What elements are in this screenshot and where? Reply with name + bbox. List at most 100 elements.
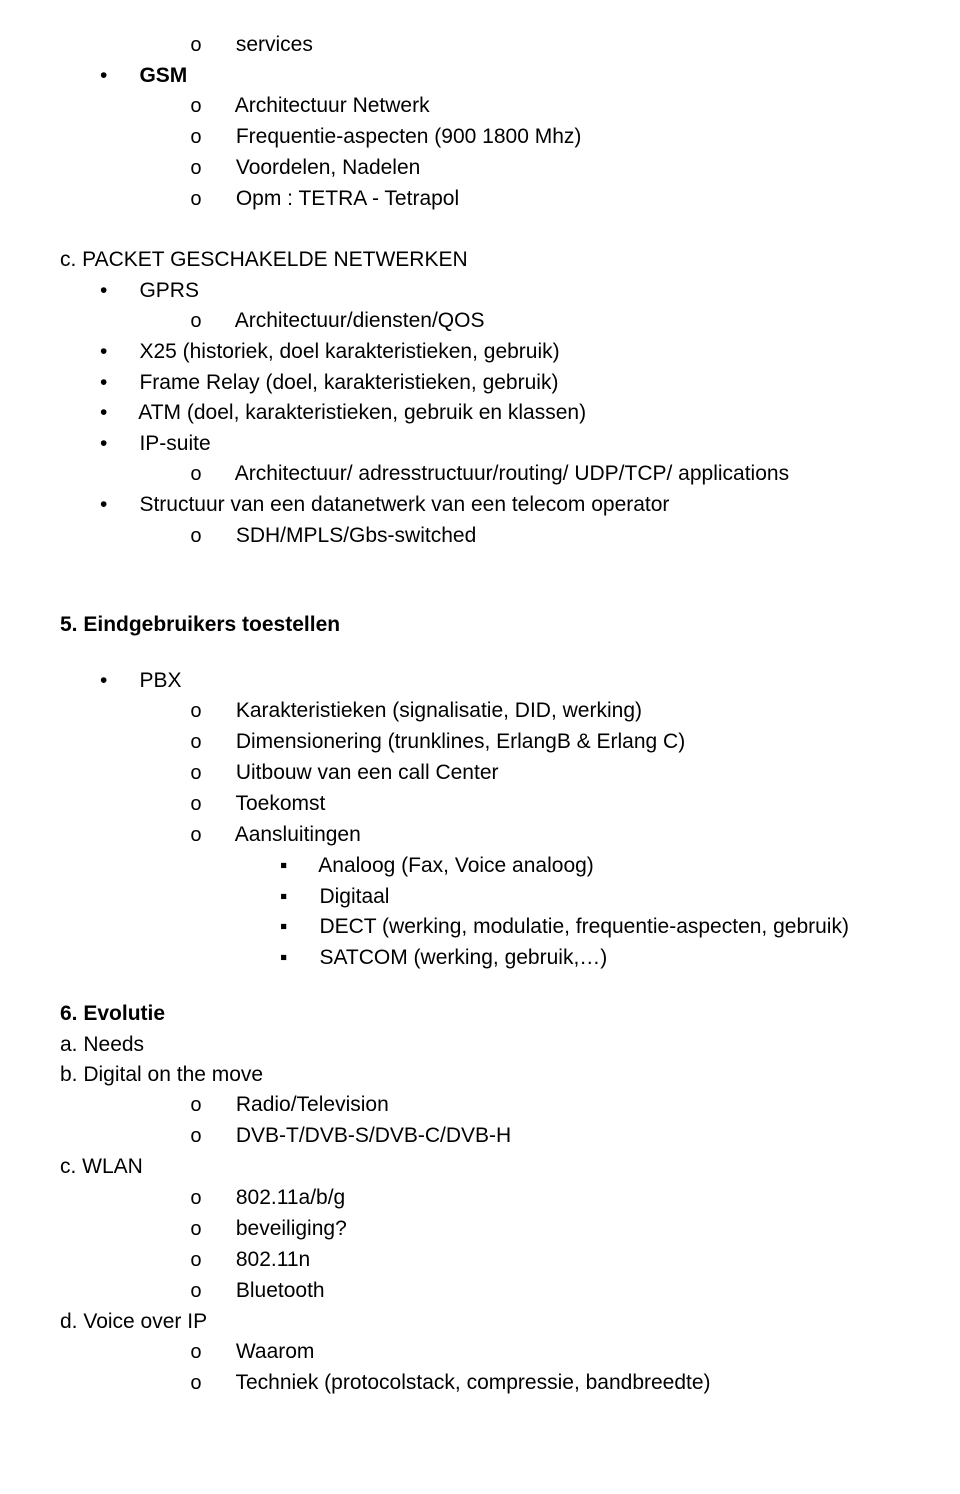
text: DECT (werking, modulatie, frequentie-asp… xyxy=(319,915,849,938)
text: DVB-T/DVB-S/DVB-C/DVB-H xyxy=(236,1124,511,1147)
text: Radio/Television xyxy=(236,1093,389,1116)
bullet-o-icon: o xyxy=(190,155,230,184)
bullet-o-icon: o xyxy=(190,1339,230,1368)
section6-d: d. Voice over IP xyxy=(60,1307,960,1337)
text: Architectuur/diensten/QOS xyxy=(235,309,485,332)
list-item: o Karakteristieken (signalisatie, DID, w… xyxy=(60,696,960,727)
bullet-dot-icon: • xyxy=(100,61,134,91)
bullet-square-icon: ▪ xyxy=(280,912,314,942)
bullet-o-icon: o xyxy=(190,760,230,789)
text: Dimensionering (trunklines, ErlangB & Er… xyxy=(236,730,685,753)
bullet-dot-icon: • xyxy=(100,490,134,520)
list-item: ▪ SATCOM (werking, gebruik,…) xyxy=(60,943,960,973)
text: PBX xyxy=(139,669,181,692)
list-item: • IP-suite xyxy=(60,429,960,459)
text: IP-suite xyxy=(139,432,210,455)
bullet-square-icon: ▪ xyxy=(280,851,314,881)
bullet-o-icon: o xyxy=(190,791,230,820)
text: X25 (historiek, doel karakteristieken, g… xyxy=(139,340,559,363)
bullet-o-icon: o xyxy=(190,32,230,61)
list-item: • GSM xyxy=(60,61,960,91)
list-item: o beveiliging? xyxy=(60,1214,960,1245)
bullet-o-icon: o xyxy=(190,1185,230,1214)
list-item: • X25 (historiek, doel karakteristieken,… xyxy=(60,337,960,367)
bullet-dot-icon: • xyxy=(100,666,134,696)
bullet-o-icon: o xyxy=(190,1216,230,1245)
text: Bluetooth xyxy=(236,1279,325,1302)
bullet-o-icon: o xyxy=(190,523,230,552)
list-item: ▪ Analoog (Fax, Voice analoog) xyxy=(60,851,960,881)
text: Architectuur/ adresstructuur/routing/ UD… xyxy=(235,462,789,485)
bullet-o-icon: o xyxy=(190,308,230,337)
text: Frame Relay (doel, karakteristieken, geb… xyxy=(139,371,558,394)
bullet-dot-icon: • xyxy=(100,398,134,428)
bullet-dot-icon: • xyxy=(100,429,134,459)
list-item: o Architectuur/ adresstructuur/routing/ … xyxy=(60,459,960,490)
bullet-o-icon: o xyxy=(190,729,230,758)
bullet-o-icon: o xyxy=(190,1370,230,1399)
section6-c: c. WLAN xyxy=(60,1152,960,1182)
text: Analoog (Fax, Voice analoog) xyxy=(318,854,594,877)
list-item: o Waarom xyxy=(60,1337,960,1368)
bullet-o-icon: o xyxy=(190,461,230,490)
text: SATCOM (werking, gebruik,…) xyxy=(319,946,607,969)
list-item: o Bluetooth xyxy=(60,1276,960,1307)
text: Toekomst xyxy=(235,792,325,815)
list-item: o services xyxy=(60,30,960,61)
bullet-dot-icon: • xyxy=(100,368,134,398)
text: Waarom xyxy=(236,1340,315,1363)
text: 802.11n xyxy=(236,1248,310,1271)
list-item: o 802.11a/b/g xyxy=(60,1183,960,1214)
text: GPRS xyxy=(139,279,199,302)
bullet-o-icon: o xyxy=(190,698,230,727)
list-item: o Uitbouw van een call Center xyxy=(60,758,960,789)
list-item: o Architectuur/diensten/QOS xyxy=(60,306,960,337)
text: Techniek (protocolstack, compressie, ban… xyxy=(235,1371,710,1394)
text: Digitaal xyxy=(319,885,389,908)
text: Aansluitingen xyxy=(235,823,361,846)
bullet-o-icon: o xyxy=(190,1092,230,1121)
bullet-square-icon: ▪ xyxy=(280,882,314,912)
list-item: o Dimensionering (trunklines, ErlangB & … xyxy=(60,727,960,758)
text: beveiliging? xyxy=(236,1217,347,1240)
heading-gsm: GSM xyxy=(139,64,187,87)
section6-b: b. Digital on the move xyxy=(60,1060,960,1090)
list-item: o SDH/MPLS/Gbs-switched xyxy=(60,521,960,552)
list-item: • ATM (doel, karakteristieken, gebruik e… xyxy=(60,398,960,428)
list-item: • Frame Relay (doel, karakteristieken, g… xyxy=(60,368,960,398)
section6-heading: 6. Evolutie xyxy=(60,999,960,1029)
list-item: o Voordelen, Nadelen xyxy=(60,153,960,184)
list-item: o Radio/Television xyxy=(60,1090,960,1121)
bullet-o-icon: o xyxy=(190,822,230,851)
section6-a: a. Needs xyxy=(60,1030,960,1060)
list-item: o 802.11n xyxy=(60,1245,960,1276)
section5-heading: 5. Eindgebruikers toestellen xyxy=(60,610,960,640)
bullet-o-icon: o xyxy=(190,93,230,122)
text: Frequentie-aspecten (900 1800 Mhz) xyxy=(236,125,582,148)
bullet-dot-icon: • xyxy=(100,276,134,306)
bullet-o-icon: o xyxy=(190,1247,230,1276)
bullet-o-icon: o xyxy=(190,124,230,153)
text: Voordelen, Nadelen xyxy=(236,156,420,179)
list-item: • PBX xyxy=(60,666,960,696)
list-item: o Opm : TETRA - Tetrapol xyxy=(60,184,960,215)
list-item: o DVB-T/DVB-S/DVB-C/DVB-H xyxy=(60,1121,960,1152)
text: Uitbouw van een call Center xyxy=(236,761,499,784)
text: ATM (doel, karakteristieken, gebruik en … xyxy=(138,401,586,424)
text: SDH/MPLS/Gbs-switched xyxy=(236,524,476,547)
section-c-heading: c. PACKET GESCHAKELDE NETWERKEN xyxy=(60,245,960,275)
text: Architectuur Netwerk xyxy=(235,94,430,117)
list-item: • GPRS xyxy=(60,276,960,306)
bullet-square-icon: ▪ xyxy=(280,943,314,973)
bullet-o-icon: o xyxy=(190,1123,230,1152)
text: Opm : TETRA - Tetrapol xyxy=(236,187,459,210)
list-item: • Structuur van een datanetwerk van een … xyxy=(60,490,960,520)
text: services xyxy=(236,33,313,56)
list-item: ▪ Digitaal xyxy=(60,882,960,912)
text: Structuur van een datanetwerk van een te… xyxy=(139,493,669,516)
list-item: o Frequentie-aspecten (900 1800 Mhz) xyxy=(60,122,960,153)
list-item: ▪ DECT (werking, modulatie, frequentie-a… xyxy=(60,912,960,942)
text: Karakteristieken (signalisatie, DID, wer… xyxy=(236,699,642,722)
bullet-o-icon: o xyxy=(190,186,230,215)
list-item: o Architectuur Netwerk xyxy=(60,91,960,122)
